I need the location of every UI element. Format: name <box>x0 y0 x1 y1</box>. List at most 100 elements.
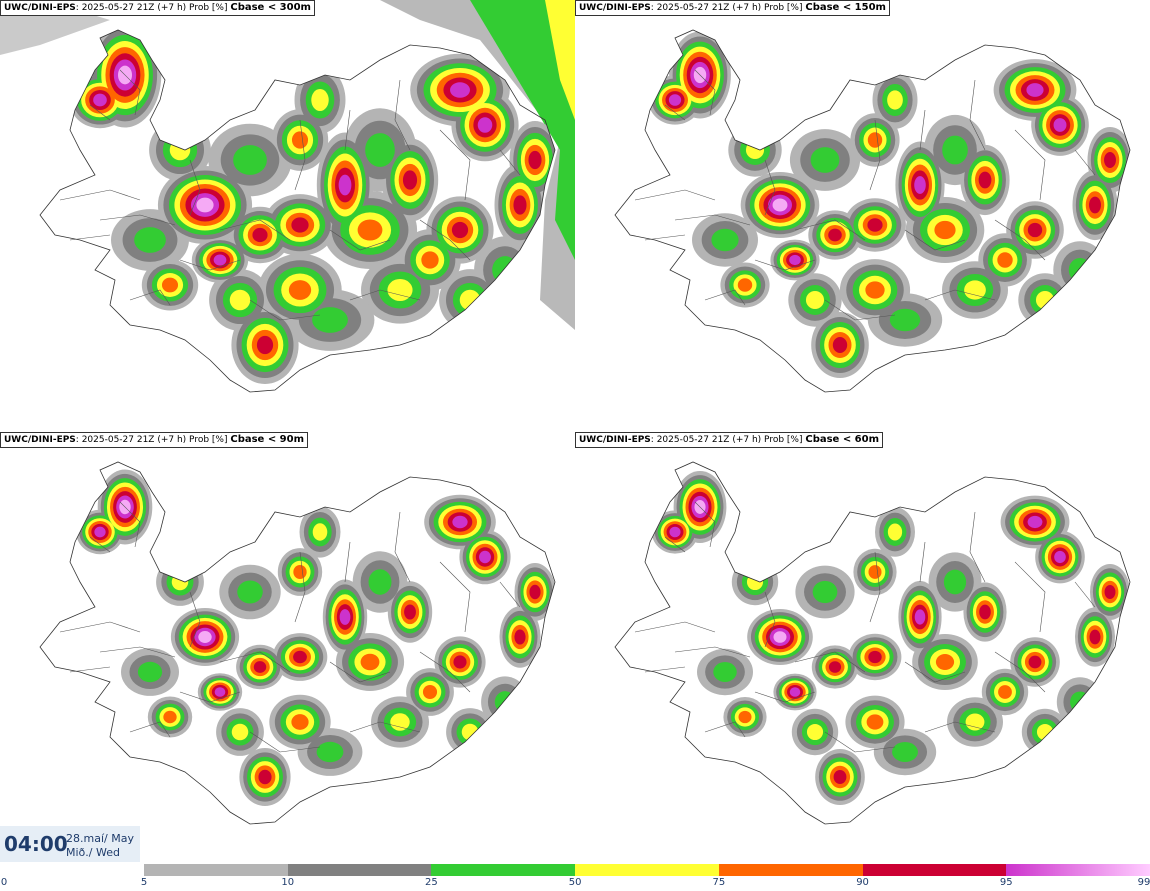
valid-time-clock: 04:00 <box>4 832 68 856</box>
region-boundary <box>704 289 746 306</box>
region-boundary <box>344 541 351 583</box>
probability-contour <box>1063 684 1097 720</box>
region-boundary <box>179 691 241 703</box>
region-boundary <box>349 721 421 733</box>
region-boundary <box>664 536 686 553</box>
probability-contour <box>1054 550 1066 564</box>
region-boundary <box>704 721 746 738</box>
probability-contour <box>810 147 840 173</box>
region-boundary <box>694 69 716 116</box>
probability-contour <box>134 227 166 253</box>
region-boundary <box>394 79 411 151</box>
probability-contour <box>479 550 491 564</box>
region-boundary <box>249 299 321 321</box>
region-boundary <box>664 104 686 121</box>
region-boundary <box>924 721 996 733</box>
probability-contour <box>979 604 991 620</box>
region-boundary <box>754 259 816 271</box>
probability-contour <box>214 687 226 697</box>
probability-contour <box>198 631 212 643</box>
probability-contour <box>360 653 380 671</box>
probability-contour <box>196 197 214 213</box>
probability-contour <box>892 742 918 762</box>
probability-contour <box>452 515 468 529</box>
region-boundary <box>189 159 201 216</box>
map-panel-cbase-60: UWC/DINI-EPS: 2025-05-27 21Z (+7 h) Prob… <box>575 432 1150 862</box>
probability-contour <box>1036 723 1054 741</box>
panel-title: UWC/DINI-EPS: 2025-05-27 21Z (+7 h) Prob… <box>0 0 315 16</box>
colorbar-tick-label: 95 <box>999 877 1013 888</box>
probability-contour <box>1035 290 1055 310</box>
colorbar-segment <box>144 864 288 876</box>
probability-contour <box>312 523 328 541</box>
iceland-probability-map <box>39 461 556 825</box>
probability-contour <box>1061 249 1099 291</box>
offshore-field <box>0 0 575 330</box>
probability-contour <box>828 661 842 673</box>
region-boundary <box>924 289 996 301</box>
probability-contour <box>865 281 885 299</box>
colorbar-segment <box>575 864 719 876</box>
colorbar-tick-label: 99 <box>1137 877 1150 888</box>
probability-contour <box>1027 222 1043 238</box>
probability-contour <box>1070 691 1090 713</box>
coastline <box>39 29 556 393</box>
region-boundary <box>59 621 141 633</box>
probability-contour <box>483 246 527 294</box>
probability-contour <box>339 609 351 625</box>
colorbar-tick-label: 5 <box>140 877 148 888</box>
region-boundary <box>1074 149 1096 176</box>
valid-date-line2: Mið./ Wed <box>66 846 120 859</box>
region-boundary <box>634 189 716 201</box>
probability-contour <box>942 135 968 165</box>
region-boundary <box>499 581 521 608</box>
probability-contour <box>390 713 410 731</box>
probability-contour <box>828 228 842 242</box>
probability-contour <box>935 654 955 670</box>
region-boundary <box>349 289 421 301</box>
probability-contour <box>887 90 903 110</box>
probability-contour <box>229 289 251 311</box>
probability-contour <box>402 170 418 190</box>
probability-contour <box>773 631 787 643</box>
probability-contour <box>494 691 516 713</box>
probability-contour <box>833 769 847 785</box>
region-boundary <box>1074 581 1096 608</box>
region-boundary <box>419 651 471 693</box>
region-boundary <box>694 501 716 548</box>
region-boundary <box>329 661 391 683</box>
region-boundary <box>119 69 141 116</box>
probability-contour <box>789 687 801 697</box>
region-boundary <box>99 214 176 226</box>
colorbar-tick-label: 0 <box>0 877 8 888</box>
region-boundary <box>904 661 966 683</box>
probability-contour <box>291 714 309 730</box>
probability-contour <box>513 195 527 215</box>
probability-contour <box>669 526 681 538</box>
region-boundary <box>1014 561 1046 633</box>
probability-contour <box>1089 629 1101 645</box>
probability-contour <box>231 723 249 741</box>
probability-contour <box>914 609 926 625</box>
probability-contour <box>312 307 348 333</box>
probability-contour <box>1053 118 1067 132</box>
probability-contour <box>806 723 824 741</box>
probability-contour <box>93 93 107 107</box>
probability-contour <box>1089 196 1101 214</box>
probability-contour <box>213 254 227 266</box>
probability-contour <box>866 714 884 730</box>
probability-contour <box>137 661 163 683</box>
probability-contour <box>387 278 413 302</box>
region-boundary <box>179 259 241 271</box>
probability-contour <box>832 337 848 353</box>
probability-contour <box>1027 515 1043 529</box>
probability-contour <box>256 335 274 355</box>
probability-contour <box>772 198 788 212</box>
region-boundary <box>89 104 111 121</box>
probability-contour <box>293 650 307 664</box>
probability-contour <box>451 221 469 239</box>
colorbar-tick-label: 75 <box>712 877 726 888</box>
probability-contour <box>453 655 467 669</box>
colorbar-tick-label: 90 <box>856 877 869 888</box>
probability-contour <box>450 82 470 98</box>
